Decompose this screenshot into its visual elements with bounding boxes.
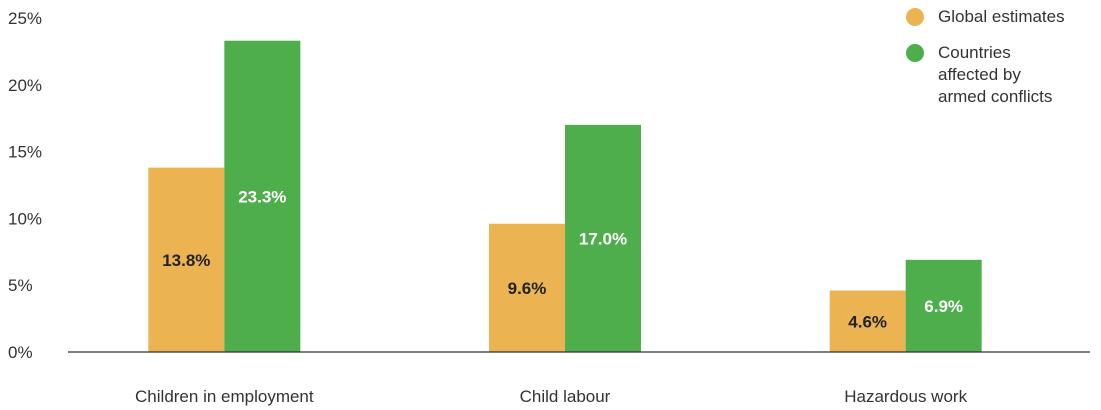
bars bbox=[148, 40, 982, 352]
legend-label-conflict: Countries affected by armed conflicts bbox=[938, 43, 1053, 106]
bar bbox=[829, 290, 906, 352]
data-label: 9.6% bbox=[508, 279, 547, 298]
data-label: 4.6% bbox=[848, 312, 887, 331]
value-labels: 13.8% 23.3% 9.6% 17.0% 4.6% 6.9% bbox=[162, 187, 963, 331]
legend-item-global: Global estimates bbox=[906, 6, 1101, 28]
legend: Global estimates Countries affected by a… bbox=[906, 6, 1101, 122]
bar bbox=[905, 259, 982, 352]
legend-label-global: Global estimates bbox=[938, 7, 1065, 26]
data-label: 17.0% bbox=[579, 229, 627, 248]
category-label: Hazardous work bbox=[844, 387, 967, 406]
y-tick-label: 0% bbox=[8, 343, 33, 362]
category-label: Child labour bbox=[520, 387, 611, 406]
legend-swatch-global bbox=[906, 8, 924, 26]
bar bbox=[224, 40, 301, 352]
bar bbox=[489, 223, 565, 352]
bar bbox=[148, 167, 225, 352]
y-tick-label: 10% bbox=[8, 209, 42, 228]
data-label: 13.8% bbox=[162, 251, 210, 270]
y-tick-label: 20% bbox=[8, 76, 42, 95]
category-labels: Children in employment Child labour Hazard… bbox=[135, 387, 968, 406]
legend-item-conflict: Countries affected by armed conflicts bbox=[906, 42, 1101, 108]
bar bbox=[565, 124, 641, 352]
data-label: 6.9% bbox=[924, 297, 963, 316]
legend-swatch-conflict bbox=[906, 44, 924, 62]
y-tick-label: 25% bbox=[8, 9, 42, 28]
category-label: Children in employment bbox=[135, 387, 314, 406]
y-tick-label: 5% bbox=[8, 276, 33, 295]
y-tick-label: 15% bbox=[8, 143, 42, 162]
y-axis-ticks: 0% 5% 10% 15% 20% 25% bbox=[8, 9, 42, 362]
data-label: 23.3% bbox=[238, 187, 286, 206]
